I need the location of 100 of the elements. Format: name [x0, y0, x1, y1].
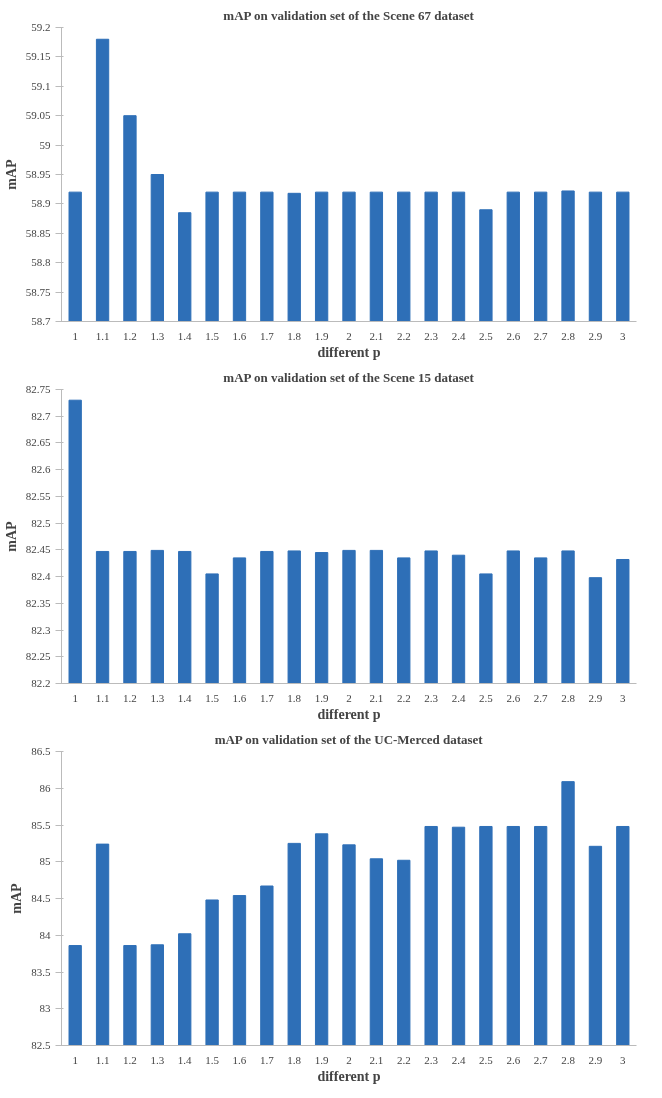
x-tick-label: 2.7 [533, 1053, 549, 1066]
x-tick-label: 2 [346, 1053, 352, 1066]
x-tick-label: 2.2 [396, 691, 411, 704]
x-tick-label: 1.3 [150, 691, 165, 704]
y-tick-label: 82.2 [31, 677, 51, 689]
x-tick-label: 1.1 [95, 1053, 110, 1066]
y-axis-title: mAP [3, 520, 19, 552]
y-tick-label: 85.5 [31, 818, 51, 831]
x-tick-label: 1.6 [232, 1053, 247, 1066]
x-tick-label: 1.4 [177, 329, 193, 342]
y-tick-label: 82.5 [31, 516, 51, 529]
y-tick-label: 59.2 [31, 21, 51, 33]
x-tick-label: 2.5 [479, 329, 494, 342]
x-tick-label: 2.1 [369, 691, 384, 704]
y-tick-label: 82.6 [31, 463, 51, 476]
y-tick-label: 82.65 [25, 436, 51, 449]
x-tick-label: 1.5 [205, 1053, 220, 1066]
x-axis-title: different p [317, 344, 381, 360]
x-tick-label: 3 [620, 1053, 627, 1066]
x-tick-label: 2.1 [369, 1053, 384, 1066]
y-tick-label: 58.9 [31, 197, 51, 210]
y-tick-label: 82.55 [25, 489, 51, 502]
x-tick-label: 2 [346, 691, 352, 704]
chart-title: mAP on validation set of the Scene 67 dataset [223, 7, 475, 23]
x-tick-label: 2.9 [588, 691, 603, 704]
x-tick-label: 1.3 [150, 1053, 165, 1066]
chart-title: mAP on validation set of the Scene 15 dataset [223, 369, 475, 385]
x-tick-label: 1.2 [123, 691, 137, 704]
x-tick-label: 2.3 [424, 329, 439, 342]
y-tick-label: 83 [39, 1002, 51, 1015]
y-tick-label: 58.7 [31, 315, 51, 327]
y-tick-label: 82.4 [31, 570, 51, 583]
x-tick-label: 2.9 [588, 1053, 603, 1066]
x-tick-label: 2.3 [424, 1053, 439, 1066]
x-tick-label: 1.6 [232, 691, 247, 704]
x-tick-label: 1 [72, 691, 78, 704]
y-tick-label: 59.15 [25, 50, 51, 63]
x-axis-title: different p [317, 706, 381, 722]
y-tick-label: 82.75 [25, 383, 51, 395]
x-tick-label: 1.7 [259, 691, 275, 704]
x-tick-label: 1.1 [95, 691, 110, 704]
y-tick-label: 83.5 [31, 965, 51, 978]
x-tick-label: 2.7 [533, 691, 549, 704]
x-tick-label: 3 [620, 691, 627, 704]
x-tick-label: 1 [72, 329, 78, 342]
y-tick-label: 58.95 [25, 168, 51, 180]
x-tick-label: 1 [72, 1053, 78, 1066]
chart-title: mAP on validation set of the UC-Merced dataset [214, 731, 484, 747]
x-tick-label: 1.8 [287, 329, 302, 342]
x-tick-label: 2.2 [396, 329, 411, 342]
x-tick-label: 1.7 [259, 329, 275, 342]
x-tick-label: 2.5 [479, 1053, 494, 1066]
y-tick-label: 86.5 [31, 745, 51, 757]
y-axis-title: mAP [3, 158, 19, 190]
x-tick-label: 2.6 [506, 329, 521, 342]
y-tick-label: 59 [39, 138, 51, 151]
y-tick-label: 82.3 [31, 623, 51, 636]
x-tick-label: 2.7 [533, 329, 549, 342]
y-tick-label: 84 [39, 928, 51, 941]
y-tick-label: 59.1 [31, 79, 51, 92]
x-tick-label: 2.8 [561, 691, 576, 704]
x-tick-label: 1.8 [287, 691, 302, 704]
x-tick-label: 1.5 [205, 329, 220, 342]
x-tick-label: 2.1 [369, 329, 384, 342]
y-tick-label: 86 [39, 781, 51, 794]
x-tick-label: 1.1 [95, 329, 110, 342]
y-tick-label: 82.7 [31, 409, 51, 422]
x-tick-label: 1.3 [150, 329, 165, 342]
x-tick-label: 2.8 [561, 1053, 576, 1066]
y-tick-label: 59.05 [25, 109, 51, 122]
y-tick-label: 85 [39, 855, 51, 868]
y-axis-title: mAP [9, 882, 25, 914]
x-tick-label: 2.5 [479, 691, 494, 704]
x-tick-label: 3 [620, 329, 627, 342]
y-tick-label: 82.45 [25, 543, 51, 556]
y-tick-label: 82.25 [25, 650, 51, 663]
x-tick-label: 2 [346, 329, 352, 342]
x-tick-label: 1.7 [259, 1053, 275, 1066]
x-tick-label: 2.4 [451, 329, 466, 342]
x-axis-title: different p [317, 1068, 381, 1084]
x-tick-label: 1.2 [123, 329, 137, 342]
y-tick-label: 82.35 [25, 596, 51, 609]
x-tick-label: 2.3 [424, 691, 439, 704]
x-tick-label: 2.8 [561, 329, 576, 342]
y-tick-label: 58.8 [31, 256, 51, 269]
x-tick-label: 2.2 [396, 1053, 411, 1066]
y-tick-label: 84.5 [31, 892, 51, 904]
x-tick-label: 1.6 [232, 329, 247, 342]
x-tick-label: 2.6 [506, 691, 521, 704]
y-tick-label: 82.5 [31, 1039, 51, 1051]
x-tick-label: 2.6 [506, 1053, 521, 1066]
x-tick-label: 2.9 [588, 329, 603, 342]
x-tick-label: 1.9 [314, 329, 329, 342]
x-tick-label: 1.9 [314, 1053, 329, 1066]
y-tick-label: 58.75 [25, 285, 51, 298]
y-tick-label: 58.85 [25, 226, 51, 239]
x-tick-label: 2.4 [451, 1053, 466, 1066]
x-tick-label: 1.2 [123, 1053, 137, 1066]
x-tick-label: 2.4 [451, 691, 466, 704]
x-tick-label: 1.5 [205, 691, 220, 704]
